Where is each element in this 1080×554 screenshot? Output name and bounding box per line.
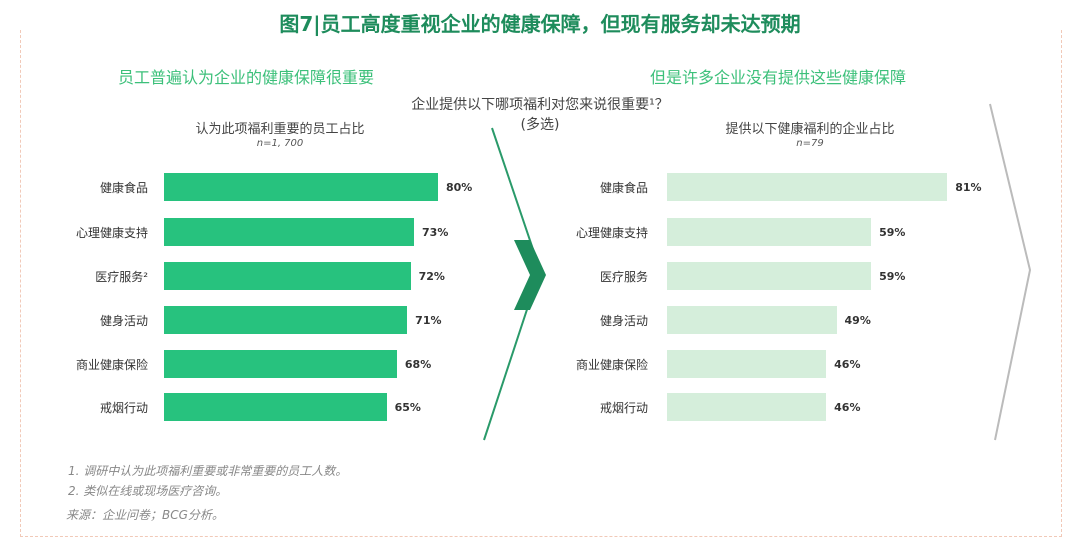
left-chart-title: 认为此项福利重要的员工占比 (195, 122, 365, 137)
category-label: 心理健康支持 (75, 226, 148, 240)
category-label: 戒烟行动 (99, 401, 148, 415)
dotted-frame (20, 30, 1062, 537)
question-note: (多选) (520, 117, 560, 133)
category-label: 健康食品 (599, 181, 648, 195)
right-subtitle: 但是许多企业没有提供这些健康保障 (650, 68, 907, 87)
left-subtitle: 员工普遍认为企业的健康保障很重要 (118, 68, 375, 87)
value-label: 68% (404, 358, 432, 371)
bar (164, 306, 408, 334)
right-chart-title: 提供以下健康福利的企业占比 (725, 122, 895, 137)
question: 企业提供以下哪项福利对您来说很重要¹？ (411, 97, 669, 113)
category-label: 商业健康保险 (575, 358, 648, 372)
category-label: 健康食品 (99, 181, 148, 195)
bar (667, 218, 872, 246)
bar (164, 173, 438, 201)
value-label: 59% (879, 270, 906, 283)
right-chart-n: n=79 (796, 138, 824, 149)
footnote-2: 2. 类似在线或现场医疗咨询。 (68, 484, 228, 498)
value-label: 65% (394, 401, 421, 414)
page-title: 图7|员工高度重视企业的健康保障，但现有服务却未达预期 (0, 8, 1080, 37)
value-label: 73% (422, 226, 449, 239)
bar (164, 262, 411, 290)
footnote-1: 1. 调研中认为此项福利重要或非常重要的员工人数。 (68, 464, 348, 478)
arrow-chevron-icon (514, 240, 546, 310)
bar (667, 173, 948, 201)
category-label: 商业健康保险 (75, 358, 148, 372)
right-chevron-line (989, 103, 1032, 441)
value-label: 46% (834, 358, 861, 371)
value-label: 81% (955, 181, 982, 194)
value-label: 80% (446, 181, 473, 194)
bar (164, 218, 415, 246)
value-label: 49% (844, 314, 871, 327)
value-label: 46% (834, 401, 861, 414)
category-label: 医疗服务² (95, 270, 148, 284)
bar (164, 350, 397, 378)
category-label: 医疗服务 (599, 270, 648, 284)
value-label: 72% (418, 270, 445, 283)
source-note: 来源：企业问卷；BCG分析。 (66, 508, 224, 522)
category-label: 健身活动 (99, 314, 148, 328)
category-label: 戒烟行动 (599, 401, 648, 415)
left-chart-n: n=1, 700 (256, 138, 304, 149)
category-label: 健身活动 (599, 314, 648, 328)
bar (667, 306, 837, 334)
bar (164, 393, 387, 421)
value-label: 59% (879, 226, 906, 239)
value-label: 71% (415, 314, 442, 327)
category-label: 心理健康支持 (575, 226, 648, 240)
bar (667, 262, 872, 290)
bar (667, 393, 827, 421)
bar (667, 350, 827, 378)
